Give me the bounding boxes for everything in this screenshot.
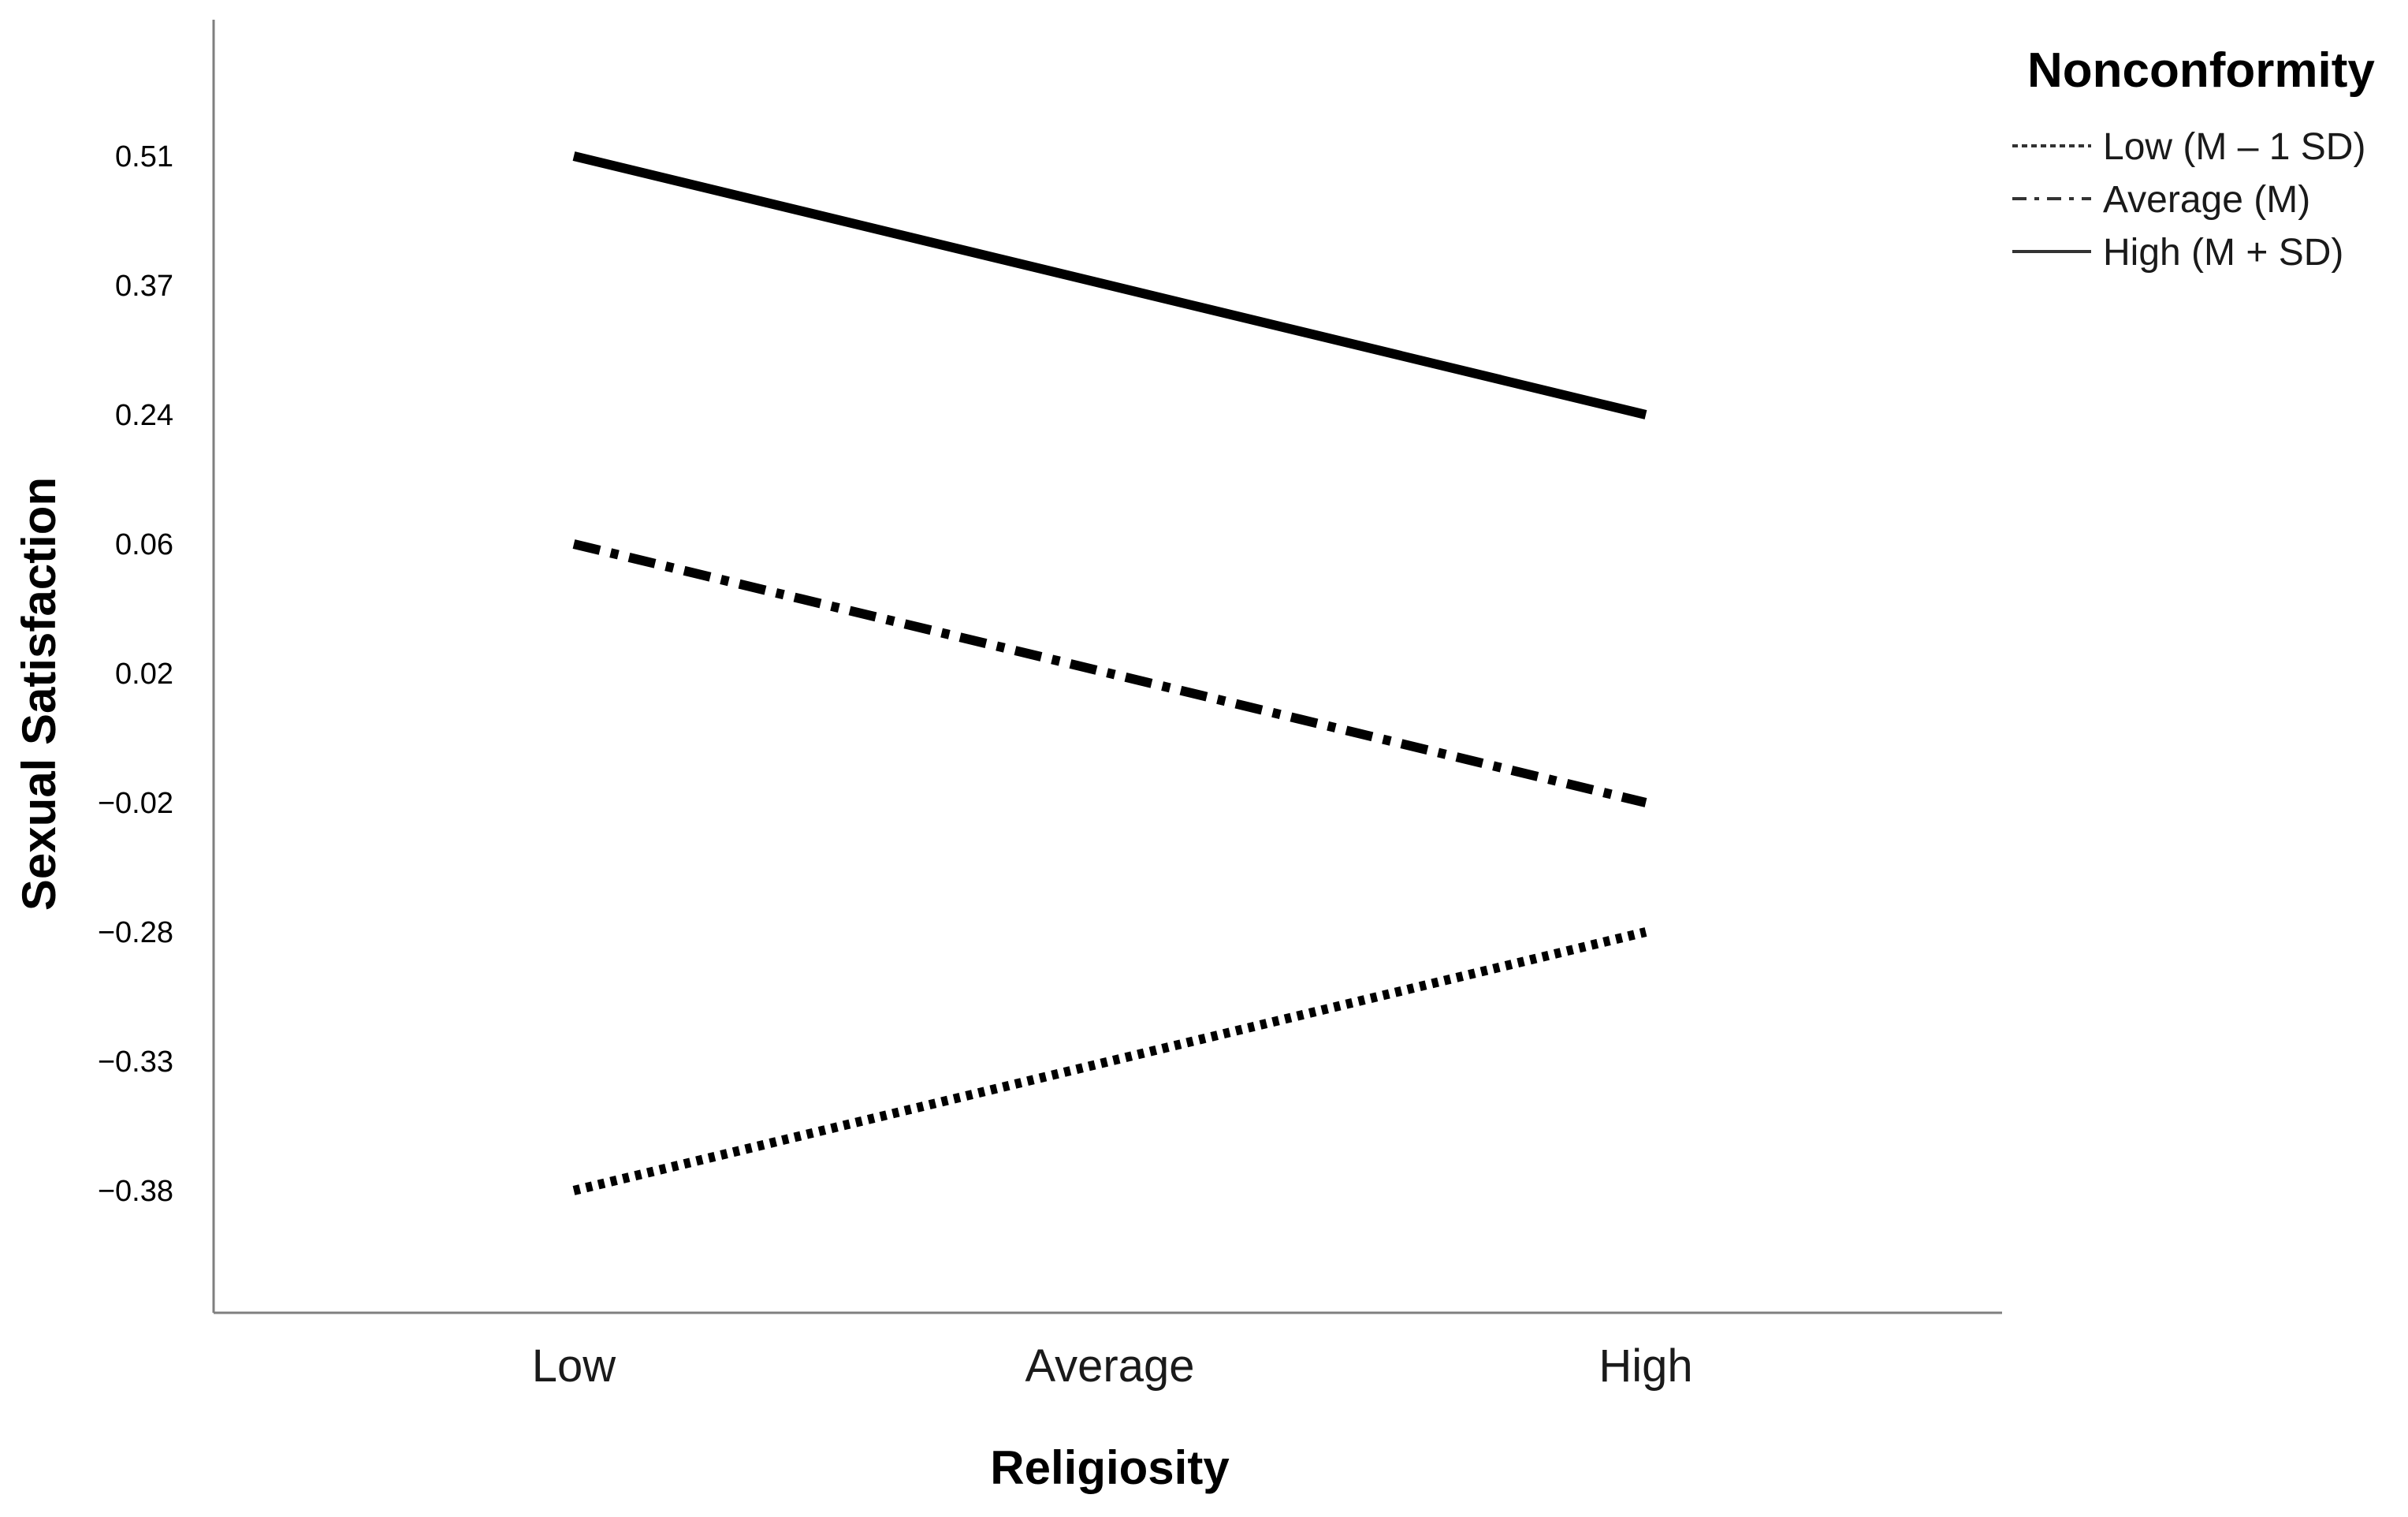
- y-tick-label: −0.38: [98, 1175, 173, 1208]
- series-line: [572, 151, 1647, 419]
- y-axis-title: Sexual Satisfaction: [13, 477, 65, 911]
- legend-title: Nonconformity: [2027, 43, 2375, 98]
- legend: Nonconformity Low (M – 1 SD) Average (M) H…: [2012, 43, 2375, 274]
- y-tick-label: 0.37: [115, 270, 173, 303]
- y-tick-label: −0.28: [98, 916, 173, 949]
- y-tick-label: 0.51: [115, 140, 173, 173]
- series-lines: [572, 151, 1647, 1195]
- legend-label: High (M + SD): [2103, 232, 2343, 274]
- y-tick-label: 0.24: [115, 399, 173, 432]
- series-line: [572, 539, 1647, 807]
- x-category-label: Low: [532, 1340, 617, 1392]
- y-tick-label: −0.33: [98, 1046, 173, 1079]
- y-axis-ticks: 0.51 0.37 0.24 0.06 0.02 −0.02 −0.28 −0.33 −0.38: [98, 140, 173, 1208]
- axes: [212, 20, 2002, 1314]
- y-tick-label: −0.02: [98, 787, 173, 820]
- x-category-label: Average: [1025, 1340, 1195, 1392]
- x-axis-categories: Low Average High: [532, 1340, 1693, 1392]
- legend-label: Low (M – 1 SD): [2103, 126, 2365, 168]
- y-tick-label: 0.02: [115, 658, 173, 691]
- x-axis-title: Religiosity: [990, 1441, 1230, 1494]
- y-tick-label: 0.06: [115, 528, 173, 561]
- series-line: [572, 927, 1647, 1195]
- x-category-label: High: [1599, 1340, 1692, 1392]
- legend-label: Average (M): [2103, 179, 2310, 221]
